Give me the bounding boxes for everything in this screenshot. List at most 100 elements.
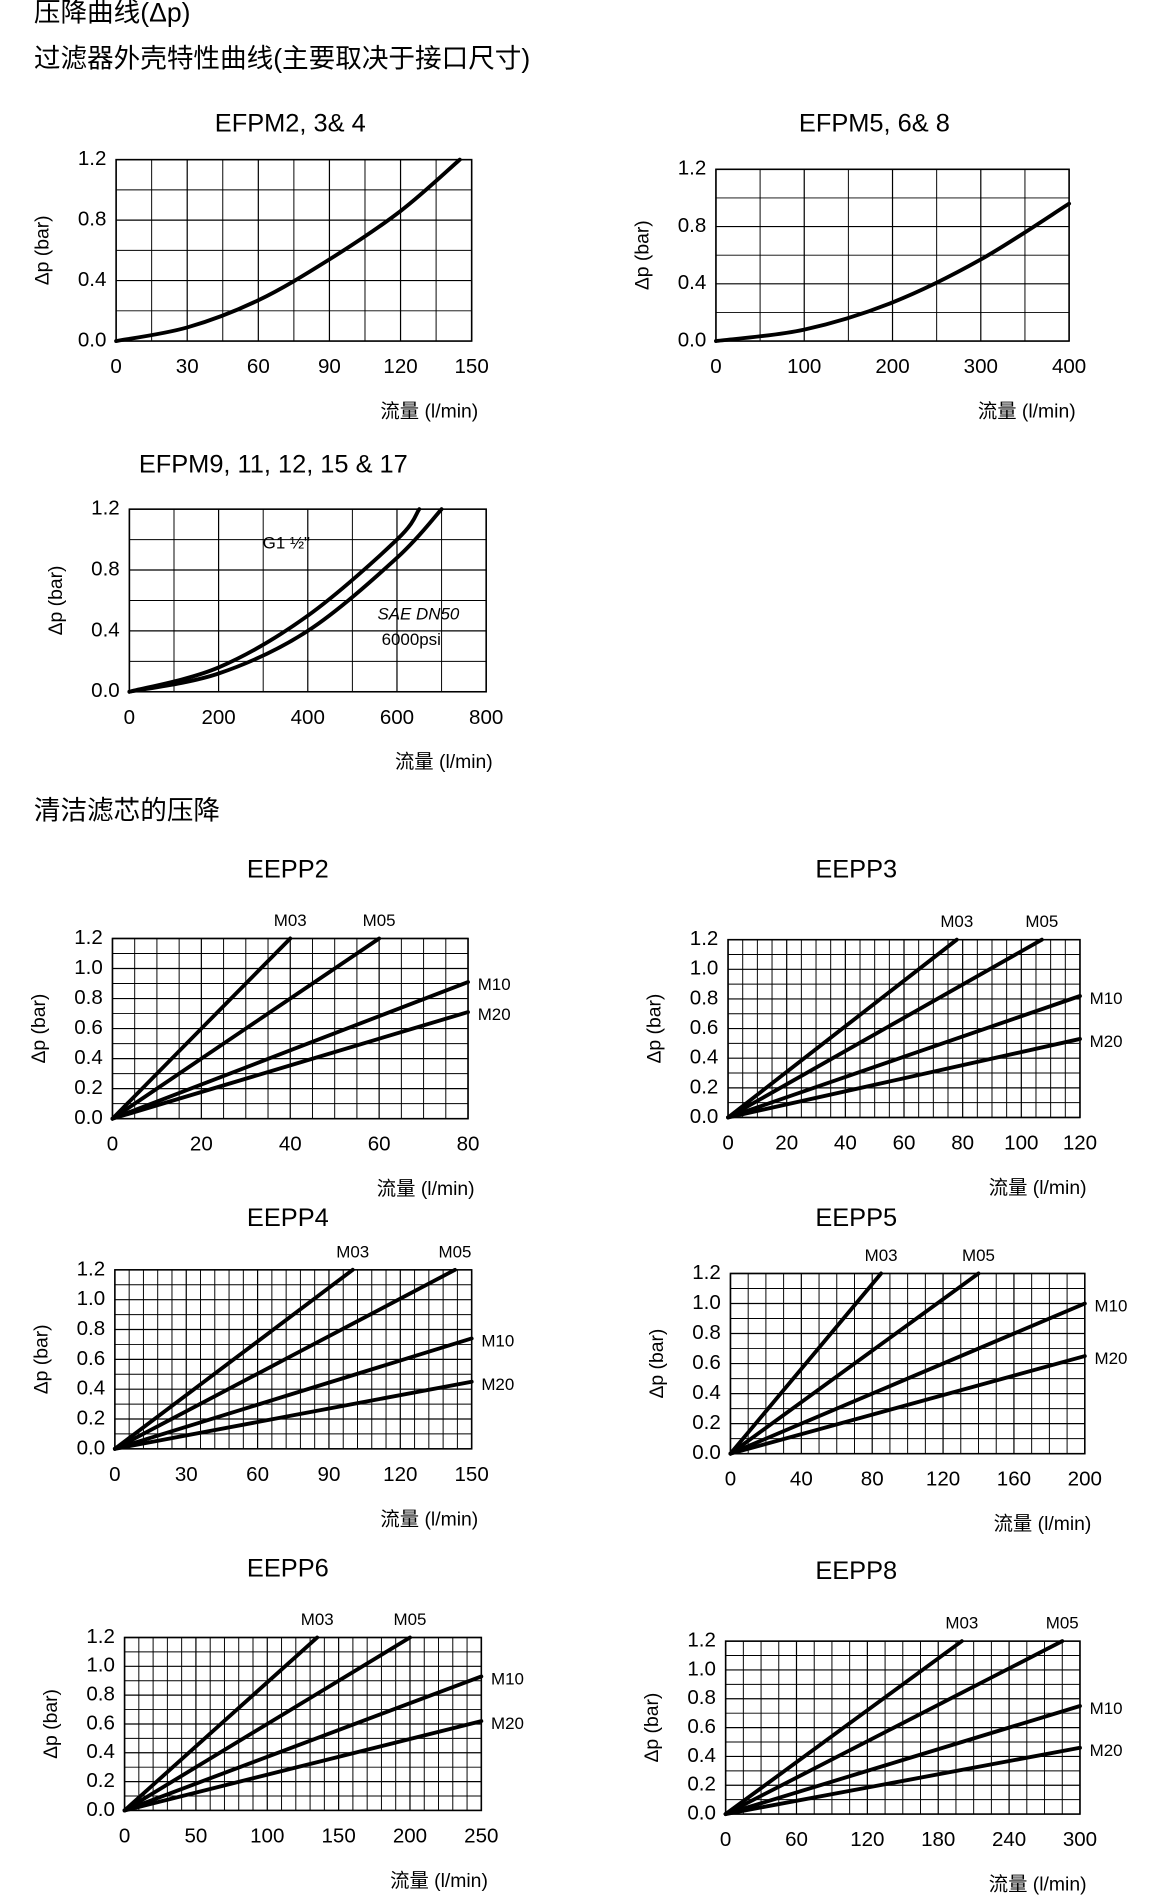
page-subtitle: 过滤器外壳特性曲线(主要取决于接口尺寸): [34, 44, 530, 74]
series-line: [726, 994, 1082, 1120]
x-tick-label: 0: [119, 1824, 130, 1847]
series-line: [723, 1704, 1082, 1817]
x-tick-label: 0: [109, 1463, 120, 1486]
annotation: 6000psi: [382, 630, 441, 649]
series-line: [112, 1267, 457, 1451]
series-label: M10: [1094, 1297, 1127, 1316]
y-tick-label: 0.0: [678, 328, 707, 351]
plot-frame: [123, 1636, 483, 1812]
series-line: [728, 1271, 883, 1456]
y-tick-label: 0.8: [74, 986, 103, 1009]
series-label: M05: [1025, 912, 1058, 931]
x-tick-label: 100: [787, 355, 821, 378]
page-title: 压降曲线(Δp): [34, 0, 191, 28]
y-tick-label: 0.0: [687, 1801, 716, 1824]
y-tick-label: 0.4: [77, 1377, 106, 1400]
y-tick-label: 0.2: [86, 1769, 115, 1792]
y-tick-label: 0.8: [678, 214, 707, 237]
series-label: M10: [1090, 989, 1123, 1008]
y-tick-label: 1.0: [690, 957, 719, 980]
y-tick-label: 0.4: [687, 1744, 716, 1767]
x-axis-label: 流量 (l/min): [989, 1874, 1087, 1896]
series-line: [127, 507, 422, 694]
y-tick-label: 0.8: [77, 1317, 106, 1340]
y-tick-label: 1.2: [687, 1629, 716, 1652]
y-tick-label: 0.4: [91, 618, 120, 641]
x-tick-label: 120: [383, 1463, 417, 1486]
y-axis-label: Δp (bar): [40, 1689, 62, 1759]
series-line: [122, 1635, 320, 1813]
x-tick-label: 120: [1063, 1131, 1097, 1154]
series-label: M20: [1090, 1741, 1123, 1760]
chart-title: EEPP3: [815, 855, 897, 883]
plot-frame: [727, 938, 1081, 1119]
x-tick-label: 60: [368, 1133, 391, 1156]
y-tick-label: 0.4: [692, 1381, 721, 1404]
x-axis-label: 流量 (l/min): [994, 1513, 1092, 1535]
y-tick-label: 1.0: [74, 956, 103, 979]
y-tick-label: 0.6: [690, 1016, 719, 1039]
series-label: M20: [1094, 1349, 1127, 1368]
series-label: M10: [478, 975, 511, 994]
series-line: [723, 1745, 1082, 1817]
y-axis-label: Δp (bar): [646, 1329, 668, 1399]
y-tick-label: 1.2: [692, 1261, 721, 1284]
y-tick-label: 1.2: [86, 1625, 115, 1648]
x-tick-label: 20: [775, 1131, 798, 1154]
x-tick-label: 200: [393, 1824, 427, 1847]
plot-frame: [128, 508, 487, 693]
chart-title: EEPP6: [247, 1554, 329, 1582]
y-tick-label: 0.4: [690, 1046, 719, 1069]
y-tick-label: 1.2: [91, 497, 120, 520]
x-tick-label: 0: [124, 706, 135, 729]
y-tick-label: 1.0: [692, 1291, 721, 1314]
y-tick-label: 0.4: [678, 271, 707, 294]
x-tick-label: 30: [175, 1463, 198, 1486]
series-line: [114, 157, 462, 343]
x-tick-label: 0: [720, 1828, 731, 1851]
x-tick-label: 20: [190, 1133, 213, 1156]
x-tick-label: 600: [380, 706, 414, 729]
x-axis-label: 流量 (l/min): [390, 1870, 488, 1892]
x-tick-label: 0: [725, 1468, 736, 1491]
y-tick-label: 0.2: [77, 1406, 106, 1429]
x-tick-label: 80: [861, 1468, 884, 1491]
y-tick-label: 0.0: [86, 1798, 115, 1821]
x-tick-label: 50: [184, 1824, 207, 1847]
x-tick-label: 120: [926, 1468, 960, 1491]
section-heading: 清洁滤芯的压降: [34, 796, 220, 826]
series-label: M05: [439, 1242, 472, 1261]
y-axis-label: Δp (bar): [45, 566, 67, 636]
x-tick-label: 60: [785, 1828, 808, 1851]
y-tick-label: 1.0: [687, 1657, 716, 1680]
x-tick-label: 300: [964, 355, 998, 378]
series-label: M03: [945, 1614, 978, 1633]
x-axis-label: 流量 (l/min): [377, 1178, 475, 1200]
x-tick-label: 150: [455, 355, 489, 378]
series-label: G1 ½": [263, 533, 310, 552]
series-label: M10: [1090, 1699, 1123, 1718]
y-tick-label: 0.2: [690, 1075, 719, 1098]
y-tick-label: 0.0: [692, 1441, 721, 1464]
x-tick-label: 180: [921, 1828, 955, 1851]
chart-title: EFPM2, 3& 4: [215, 109, 366, 137]
series-line: [726, 1037, 1082, 1120]
y-tick-label: 0.8: [91, 557, 120, 580]
series-label: M20: [1090, 1032, 1123, 1051]
x-tick-label: 160: [997, 1468, 1031, 1491]
y-tick-label: 1.2: [77, 1257, 106, 1280]
x-tick-label: 40: [279, 1133, 302, 1156]
chart-title: EEPP8: [815, 1557, 897, 1585]
series-label: M03: [274, 911, 307, 930]
x-tick-label: 800: [469, 706, 503, 729]
x-tick-label: 240: [992, 1828, 1026, 1851]
series-line: [112, 1379, 474, 1451]
x-tick-label: 80: [457, 1133, 480, 1156]
x-tick-label: 0: [110, 355, 121, 378]
y-tick-label: 0.6: [692, 1351, 721, 1374]
y-axis-label: Δp (bar): [30, 1324, 52, 1394]
x-tick-label: 200: [1068, 1468, 1102, 1491]
series-line: [127, 507, 444, 694]
series-label: M03: [301, 1610, 334, 1629]
